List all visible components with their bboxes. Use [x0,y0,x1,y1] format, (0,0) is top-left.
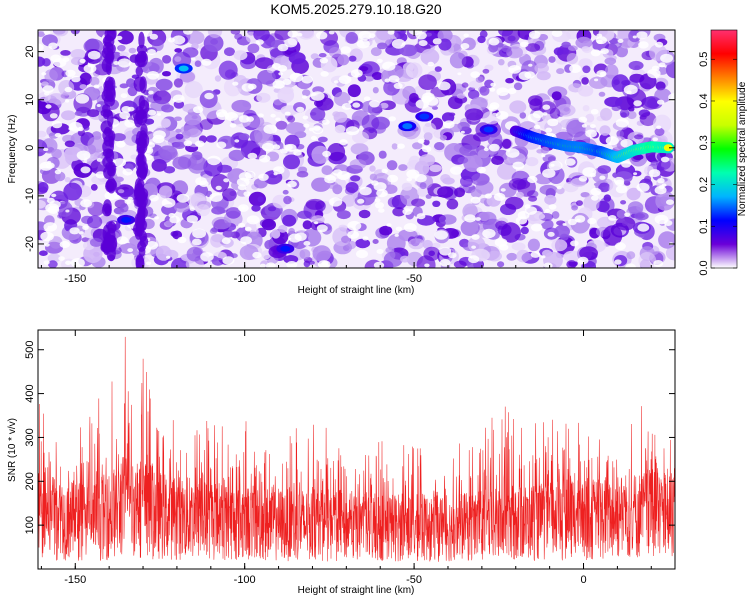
snr-x-axis-label: Height of straight line (km) [298,585,415,596]
snr-y-tick-label: 400 [24,384,36,402]
spectrogram-x-tick-label: -100 [234,273,256,285]
spectrogram-x-tick-label: -150 [64,273,86,285]
spectrogram-y-tick-label: 20 [24,46,36,58]
figure-title: KOM5.2025.279.10.18.G20 [270,1,441,17]
colorbar-tick-label: 0.3 [698,135,710,150]
colorbar-ticks: 0.0 0.1 0.2 0.3 0.4 0.5 [698,52,737,276]
colorbar: 0.0 0.1 0.2 0.3 0.4 0.5 Normalized spectral a… [698,29,748,276]
spectrogram-x-tick-label: 0 [580,273,586,285]
colorbar-tick-label: 0.2 [698,177,710,192]
colorbar-tick-label: 0.0 [698,260,710,275]
spectrogram-frame [37,29,676,269]
spectrogram-y-axis-label: Frequency (Hz) [7,115,18,184]
snr-x-tick-label: -150 [64,574,86,586]
colorbar-tick-label: 0.4 [698,93,710,108]
snr-frame [37,329,676,570]
spectrogram-y-tick-label: -20 [24,236,36,252]
snr-x-tick-label: -50 [406,574,422,586]
spectrogram-heatmap [38,30,675,268]
snr-y-tick-label: 200 [24,472,36,490]
colorbar-tick-label: 0.5 [698,52,710,67]
spectrogram-x-axis-label: Height of straight line (km) [298,285,415,296]
colorbar-frame [710,29,738,269]
snr-y-axis-label: SNR (10 * v/v) [7,418,18,482]
snr-ticks: -150 -100 -50 0 100 200 300 400 500 [24,330,675,586]
colorbar-label: Normalized spectral amplitude [737,81,748,216]
snr-x-tick-label: -100 [234,574,256,586]
snr-y-tick-label: 100 [24,516,36,534]
spectrogram-x-tick-label: -50 [406,273,422,285]
spectrogram-y-tick-label: 10 [24,94,36,106]
spectrogram-y-tick-label: 0 [24,145,36,151]
snr-y-tick-label: 500 [24,341,36,359]
snr-series-line [38,336,675,562]
colorbar-gradient [711,30,737,268]
snr-x-tick-label: 0 [580,574,586,586]
spectrogram-y-tick-label: -10 [24,188,36,204]
colorbar-tick-label: 0.1 [698,219,710,234]
snr-y-tick-label: 300 [24,428,36,446]
snr-panel: -150 -100 -50 0 100 200 300 400 500 Height of st… [7,329,676,596]
